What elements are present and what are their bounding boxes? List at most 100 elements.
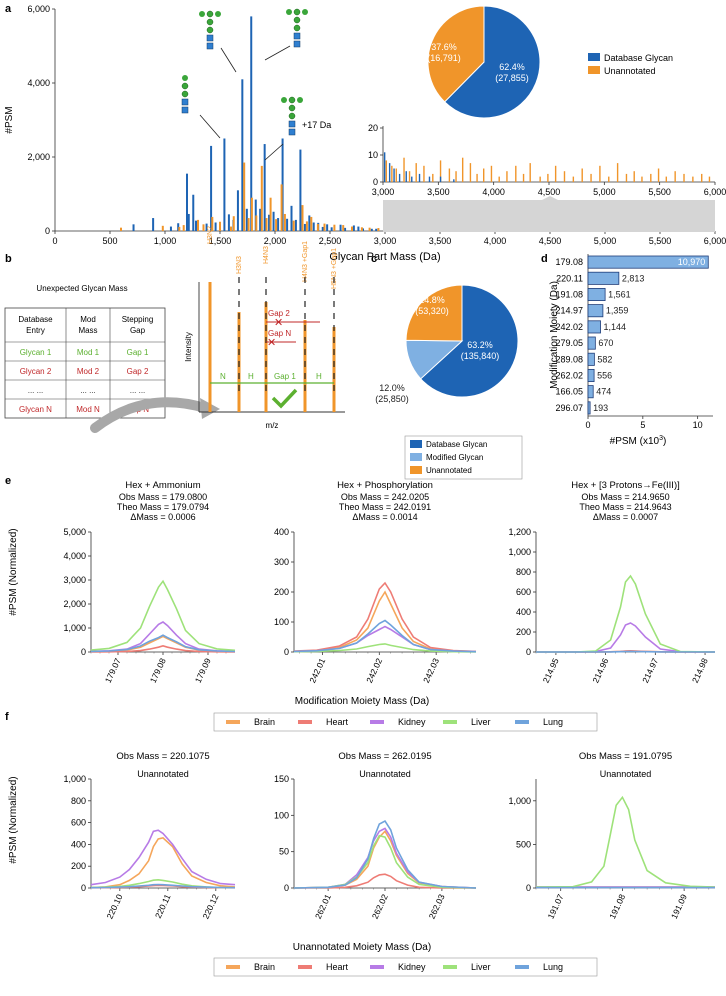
bar-database	[169, 226, 172, 231]
mass-annotation: ΔMass = 0.0007	[593, 512, 658, 522]
table-cell: Glycan 1	[20, 348, 52, 357]
bar-unannotated	[657, 168, 660, 182]
peak-label: H5N3 +Gap1	[331, 248, 338, 289]
cross-icon: ✕	[267, 337, 276, 349]
y-tick-label: 2,000	[27, 152, 50, 162]
pie-slice-database-glycan	[419, 284, 519, 398]
bar-unannotated	[301, 205, 304, 231]
arrow-line	[264, 45, 291, 61]
bar-unannotated	[448, 168, 451, 182]
line-brain	[293, 830, 477, 889]
bar-unannotated	[563, 171, 566, 182]
bar-database	[411, 176, 413, 182]
data-label: 10,970	[678, 257, 706, 267]
x-tick-label: 220.10	[105, 892, 125, 920]
bar-database	[339, 224, 342, 231]
bar-unannotated	[674, 171, 676, 182]
bar-database	[177, 223, 180, 231]
peak-label: H3N2	[207, 226, 214, 244]
step-H2-label: H	[316, 372, 322, 381]
chart-subtitle: Unannotated	[137, 769, 189, 779]
bar-unannotated	[280, 184, 283, 231]
x-tick-label: 4,000	[482, 187, 505, 197]
glcnac-icon	[181, 98, 189, 106]
mannose-icon	[206, 10, 214, 18]
bar-database	[227, 214, 230, 231]
mass-annotation: Theo Mass = 242.0191	[339, 502, 431, 512]
x-tick-label: 2,500	[319, 236, 342, 246]
step-N-label: N	[220, 372, 226, 381]
bar-database	[259, 208, 262, 231]
data-label: 2,813	[622, 273, 645, 283]
legend-label-database: Database Glycan	[604, 53, 673, 63]
x-tick-label: 6,000	[704, 236, 726, 246]
data-label: 1,359	[606, 306, 629, 316]
bar-unannotated	[539, 176, 541, 182]
x-tick-label: 3,500	[427, 187, 450, 197]
bar-214.97	[587, 304, 604, 318]
bar-unannotated	[455, 171, 457, 182]
mannose-icon	[281, 97, 287, 103]
chart-title: Hex + Phosphorylation	[337, 480, 433, 491]
bar-unannotated	[202, 224, 205, 231]
y-tick-label: 400	[516, 607, 531, 617]
x-tick-label: 5,500	[649, 236, 672, 246]
chart-title: Obs Mass = 262.0195	[338, 751, 431, 762]
bar-220.11	[587, 271, 620, 285]
bar-unannotated	[377, 228, 380, 231]
glcnac-icon	[293, 32, 301, 40]
table-cell: Mod 2	[77, 367, 100, 376]
y-tick-label: 0	[284, 883, 289, 893]
bar-279.05	[587, 336, 596, 350]
y-axis-label: #PSM	[4, 106, 15, 133]
mannose-icon	[293, 24, 301, 32]
bar-unannotated	[692, 176, 694, 182]
pie-label-pct: 24.8%	[419, 295, 445, 305]
line-kidney	[90, 829, 236, 886]
bar-database	[268, 214, 271, 231]
bar-database	[439, 176, 442, 182]
bar-database	[299, 149, 302, 231]
legend-label-modified: Modified Glycan	[426, 453, 483, 462]
bar-database	[370, 228, 373, 231]
x-tick-label: 214.98	[690, 656, 710, 684]
legend-box	[404, 435, 523, 480]
bar-unannotated	[590, 173, 592, 182]
legend-label-database: Database Glycan	[426, 440, 487, 449]
y-axis-label: Modification Moiety (Da)	[549, 281, 560, 389]
chart-title: Obs Mass = 191.0795	[579, 751, 672, 762]
panel-d: 179.08 10,970 220.11 2,813 191.08 1,561 214.97…	[549, 254, 713, 447]
bar-unannotated	[708, 176, 711, 182]
bar-database	[192, 194, 195, 231]
data-label: 474	[596, 387, 611, 397]
table-header-text: Database	[18, 315, 53, 324]
table-cell: Gap 1	[127, 348, 149, 357]
bar-database	[214, 222, 217, 231]
bar-unannotated	[342, 225, 345, 231]
y-tick-label: 0	[526, 883, 531, 893]
x-axis-label: #PSM (x103)	[610, 435, 667, 447]
bar-database	[241, 79, 244, 231]
x-tick-label: 0	[585, 420, 590, 430]
x-axis-label-sup: 3	[659, 435, 663, 442]
legend-label-liver: Liver	[471, 962, 491, 972]
bar-unannotated	[423, 165, 425, 182]
x-tick-label: 4,500	[538, 187, 561, 197]
bar-unannotated	[333, 224, 336, 231]
bar-database	[186, 173, 188, 231]
x-tick-label: 10	[693, 420, 703, 430]
panel-b: Unexpected Glycan Mass Database Entry Mod M…	[4, 226, 345, 433]
bar-unannotated	[476, 173, 478, 182]
inset-histogram: 0 10 20 3,000 3,500 4,000 4,500 5,000 5,500 6,000	[368, 123, 726, 197]
y-tick-label: 200	[516, 627, 531, 637]
bar-unannotated	[161, 225, 164, 231]
bar-database	[187, 213, 190, 231]
legend-label-liver: Liver	[471, 717, 491, 727]
bar-unannotated	[461, 157, 464, 182]
data-label: 670	[598, 338, 613, 348]
bar-database	[330, 227, 333, 231]
x-tick-label: 3,000	[374, 236, 397, 246]
mannose-icon	[215, 11, 221, 17]
panel-f: 0 200 400 600 800 1,000 220.10 220.11 220.12 Obs …	[63, 751, 716, 920]
x-axis-label-part: #PSM (x10	[610, 436, 660, 447]
